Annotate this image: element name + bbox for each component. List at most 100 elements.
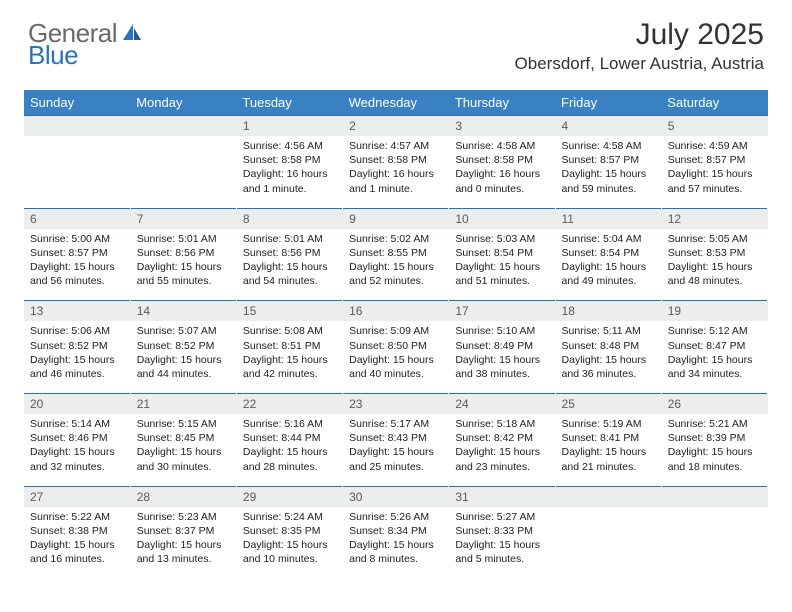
sunrise-text: Sunrise: 5:17 AM: [349, 417, 442, 431]
sunset-text: Sunset: 8:50 PM: [349, 339, 442, 353]
sunrise-text: Sunrise: 5:05 AM: [668, 232, 761, 246]
sunset-text: Sunset: 8:35 PM: [243, 524, 336, 538]
day-number-cell: 6: [24, 208, 130, 229]
day-number-cell: 2: [343, 116, 449, 137]
day-number-cell: 15: [236, 301, 342, 322]
sunrise-text: Sunrise: 4:57 AM: [349, 139, 442, 153]
day-number-cell: 5: [661, 116, 767, 137]
day-content-cell: Sunrise: 5:17 AMSunset: 8:43 PMDaylight:…: [343, 414, 449, 486]
day-number-cell: 14: [130, 301, 236, 322]
daylight-text: Daylight: 15 hours and 49 minutes.: [562, 260, 655, 288]
daylight-text: Daylight: 15 hours and 5 minutes.: [455, 538, 548, 566]
sunrise-text: Sunrise: 4:56 AM: [243, 139, 336, 153]
day-content-cell: Sunrise: 5:22 AMSunset: 8:38 PMDaylight:…: [24, 507, 130, 579]
daylight-text: Daylight: 16 hours and 0 minutes.: [455, 167, 548, 195]
day-number-cell: 10: [449, 208, 555, 229]
day-content-cell: Sunrise: 5:16 AMSunset: 8:44 PMDaylight:…: [236, 414, 342, 486]
day-header: Wednesday: [343, 90, 449, 116]
sunrise-text: Sunrise: 5:03 AM: [455, 232, 548, 246]
day-number-cell: 28: [130, 486, 236, 507]
daylight-text: Daylight: 15 hours and 23 minutes.: [455, 445, 548, 473]
sunset-text: Sunset: 8:49 PM: [455, 339, 548, 353]
daylight-text: Daylight: 15 hours and 40 minutes.: [349, 353, 442, 381]
day-content-row: Sunrise: 4:56 AMSunset: 8:58 PMDaylight:…: [24, 136, 768, 208]
sunset-text: Sunset: 8:58 PM: [455, 153, 548, 167]
sunset-text: Sunset: 8:45 PM: [137, 431, 230, 445]
day-number-cell: 3: [449, 116, 555, 137]
sunset-text: Sunset: 8:48 PM: [562, 339, 655, 353]
day-content-cell: Sunrise: 5:02 AMSunset: 8:55 PMDaylight:…: [343, 229, 449, 301]
day-number-cell: 29: [236, 486, 342, 507]
day-content-cell: Sunrise: 5:14 AMSunset: 8:46 PMDaylight:…: [24, 414, 130, 486]
daylight-text: Daylight: 16 hours and 1 minute.: [243, 167, 336, 195]
day-content-cell: Sunrise: 4:58 AMSunset: 8:58 PMDaylight:…: [449, 136, 555, 208]
sunrise-text: Sunrise: 5:19 AM: [562, 417, 655, 431]
day-content-cell: Sunrise: 4:57 AMSunset: 8:58 PMDaylight:…: [343, 136, 449, 208]
sunrise-text: Sunrise: 5:15 AM: [137, 417, 230, 431]
day-content-cell: Sunrise: 5:12 AMSunset: 8:47 PMDaylight:…: [661, 321, 767, 393]
day-number-cell: [24, 116, 130, 137]
day-number-cell: 11: [555, 208, 661, 229]
day-number-cell: 24: [449, 394, 555, 415]
day-number-row: 20212223242526: [24, 394, 768, 415]
sunset-text: Sunset: 8:52 PM: [137, 339, 230, 353]
brand-part2: Blue: [28, 40, 78, 71]
day-content-cell: Sunrise: 5:01 AMSunset: 8:56 PMDaylight:…: [130, 229, 236, 301]
day-number-cell: 20: [24, 394, 130, 415]
day-number-cell: 31: [449, 486, 555, 507]
day-number-row: 2728293031: [24, 486, 768, 507]
daylight-text: Daylight: 15 hours and 48 minutes.: [668, 260, 761, 288]
daylight-text: Daylight: 15 hours and 42 minutes.: [243, 353, 336, 381]
sunset-text: Sunset: 8:56 PM: [243, 246, 336, 260]
sunrise-text: Sunrise: 5:12 AM: [668, 324, 761, 338]
daylight-text: Daylight: 15 hours and 30 minutes.: [137, 445, 230, 473]
day-content-row: Sunrise: 5:14 AMSunset: 8:46 PMDaylight:…: [24, 414, 768, 486]
daylight-text: Daylight: 15 hours and 32 minutes.: [30, 445, 124, 473]
day-content-cell: [24, 136, 130, 208]
daylight-text: Daylight: 15 hours and 52 minutes.: [349, 260, 442, 288]
day-content-cell: Sunrise: 5:10 AMSunset: 8:49 PMDaylight:…: [449, 321, 555, 393]
day-number-cell: 26: [661, 394, 767, 415]
sunrise-text: Sunrise: 4:58 AM: [562, 139, 655, 153]
day-content-cell: Sunrise: 4:59 AMSunset: 8:57 PMDaylight:…: [661, 136, 767, 208]
daylight-text: Daylight: 15 hours and 44 minutes.: [137, 353, 230, 381]
daylight-text: Daylight: 15 hours and 56 minutes.: [30, 260, 124, 288]
day-number-cell: 19: [661, 301, 767, 322]
daylight-text: Daylight: 15 hours and 18 minutes.: [668, 445, 761, 473]
day-number-cell: 30: [343, 486, 449, 507]
page-header: General July 2025 Obersdorf, Lower Austr…: [0, 0, 792, 80]
day-number-cell: 4: [555, 116, 661, 137]
day-number-cell: 9: [343, 208, 449, 229]
day-number-row: 13141516171819: [24, 301, 768, 322]
day-header-row: SundayMondayTuesdayWednesdayThursdayFrid…: [24, 90, 768, 116]
calendar-container: SundayMondayTuesdayWednesdayThursdayFrid…: [0, 90, 792, 578]
day-content-cell: Sunrise: 4:58 AMSunset: 8:57 PMDaylight:…: [555, 136, 661, 208]
sunrise-text: Sunrise: 4:59 AM: [668, 139, 761, 153]
day-content-cell: Sunrise: 5:18 AMSunset: 8:42 PMDaylight:…: [449, 414, 555, 486]
sunrise-text: Sunrise: 5:10 AM: [455, 324, 548, 338]
day-content-row: Sunrise: 5:00 AMSunset: 8:57 PMDaylight:…: [24, 229, 768, 301]
day-content-row: Sunrise: 5:22 AMSunset: 8:38 PMDaylight:…: [24, 507, 768, 579]
sunrise-text: Sunrise: 5:16 AM: [243, 417, 336, 431]
day-number-cell: [555, 486, 661, 507]
month-title: July 2025: [515, 18, 764, 52]
sunset-text: Sunset: 8:53 PM: [668, 246, 761, 260]
daylight-text: Daylight: 15 hours and 59 minutes.: [562, 167, 655, 195]
day-number-cell: 25: [555, 394, 661, 415]
sunrise-text: Sunrise: 5:14 AM: [30, 417, 124, 431]
day-content-cell: Sunrise: 5:24 AMSunset: 8:35 PMDaylight:…: [236, 507, 342, 579]
sunrise-text: Sunrise: 5:24 AM: [243, 510, 336, 524]
sunset-text: Sunset: 8:55 PM: [349, 246, 442, 260]
sunset-text: Sunset: 8:54 PM: [562, 246, 655, 260]
brand-logo-line2: Blue: [28, 40, 78, 71]
day-header: Monday: [130, 90, 236, 116]
sunset-text: Sunset: 8:57 PM: [668, 153, 761, 167]
sunset-text: Sunset: 8:34 PM: [349, 524, 442, 538]
sunrise-text: Sunrise: 5:27 AM: [455, 510, 548, 524]
sunset-text: Sunset: 8:52 PM: [30, 339, 124, 353]
sunrise-text: Sunrise: 5:23 AM: [137, 510, 230, 524]
sunset-text: Sunset: 8:54 PM: [455, 246, 548, 260]
day-content-cell: [661, 507, 767, 579]
day-number-cell: 7: [130, 208, 236, 229]
sunrise-text: Sunrise: 5:04 AM: [562, 232, 655, 246]
